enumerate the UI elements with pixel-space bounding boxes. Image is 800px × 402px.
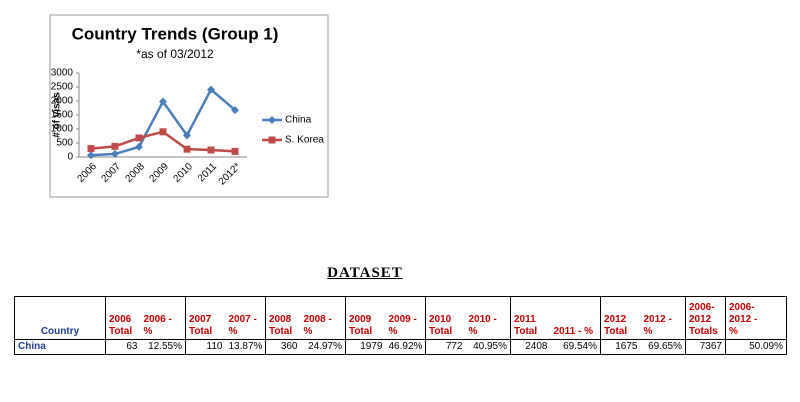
y-tick-label: 2500: [51, 82, 74, 93]
table-cell: 2008 - %: [300, 296, 346, 340]
legend-label: S. Korea: [285, 135, 324, 146]
legend-label: China: [285, 115, 312, 126]
marker: [268, 116, 276, 124]
marker: [231, 106, 239, 115]
marker: [231, 147, 239, 155]
y-tick-label: 2000: [51, 96, 74, 107]
marker: [159, 128, 167, 136]
table-cell: 13.87%: [225, 339, 266, 355]
table-cell: 12.55%: [140, 339, 186, 355]
y-tick-label: 0: [67, 152, 73, 163]
chart-subtitle: *as of 03/2012: [136, 47, 214, 61]
marker: [183, 145, 191, 153]
table-cell: 2010 Total: [425, 296, 466, 340]
marker: [111, 142, 119, 150]
table-cell: 2007 Total: [185, 296, 226, 340]
table-cell: 2009 Total: [345, 296, 386, 340]
y-tick-label: 1500: [51, 110, 74, 121]
table-cell: 46.92%: [385, 339, 426, 355]
table-cell: 2009 - %: [385, 296, 426, 340]
table-cell: 69.54%: [550, 339, 601, 355]
marker: [87, 145, 95, 153]
chart: Country Trends (Group 1) *as of 03/2012 …: [49, 14, 329, 198]
table-cell: 1675: [615, 341, 638, 352]
table-cell: 2006- 2012 - %: [725, 296, 787, 340]
table-cell: Country: [14, 296, 106, 340]
marker: [207, 146, 215, 154]
table-row: Country 2006 Total 2006 - % 2007 Total 2007 …: [14, 296, 787, 340]
y-axis-label: # of visas: [52, 92, 63, 138]
table-cell: 40.95%: [465, 339, 511, 355]
marker: [268, 136, 276, 144]
table-cell: 2408: [525, 341, 548, 352]
table-cell: 2006 Total: [105, 296, 141, 340]
table-cell: 50.09%: [725, 339, 787, 355]
marker: [111, 149, 119, 158]
table-title: DATASET: [327, 265, 403, 281]
y-tick-label: 500: [56, 138, 73, 149]
table-cell: 772: [445, 341, 463, 352]
table-cell: 2010 - %: [465, 296, 511, 340]
marker: [135, 134, 143, 142]
table-cell: 1979: [360, 341, 383, 352]
chart-title: Country Trends (Group 1): [72, 24, 279, 43]
table-cell: 2006- 2012 Totals: [685, 296, 726, 340]
table-row: China 63 12.55% 110 13.87% 360 24.97% 1979 46.92…: [14, 339, 787, 355]
table-cell: 7367: [685, 339, 726, 355]
marker: [159, 97, 167, 106]
table-cell: 2006 - %: [140, 296, 186, 340]
table-cell: 63: [126, 341, 138, 352]
y-tick-label: 1000: [51, 124, 74, 135]
marker: [135, 142, 143, 151]
table-cell: 69.65%: [640, 339, 686, 355]
table-cell: 360: [280, 341, 298, 352]
y-tick-label: 3000: [51, 68, 74, 79]
table-cell: 2011 Total: [510, 296, 551, 340]
marker: [87, 151, 95, 160]
chart-frame: [49, 14, 329, 198]
table-cell: 2011 - %: [550, 296, 601, 340]
table-cell: 2007 - %: [225, 296, 266, 340]
data-table: Country 2006 Total 2006 - % 2007 Total 2007 …: [14, 296, 787, 355]
table-cell: 110: [206, 341, 223, 352]
marker: [183, 131, 191, 140]
table-cell: 24.97%: [300, 339, 346, 355]
table-cell: 2008 Total: [265, 296, 301, 340]
table-cell: China: [14, 339, 106, 355]
table-cell: 2012 Total: [600, 296, 641, 340]
marker: [207, 85, 215, 94]
table-cell: 2012 - %: [640, 296, 686, 340]
